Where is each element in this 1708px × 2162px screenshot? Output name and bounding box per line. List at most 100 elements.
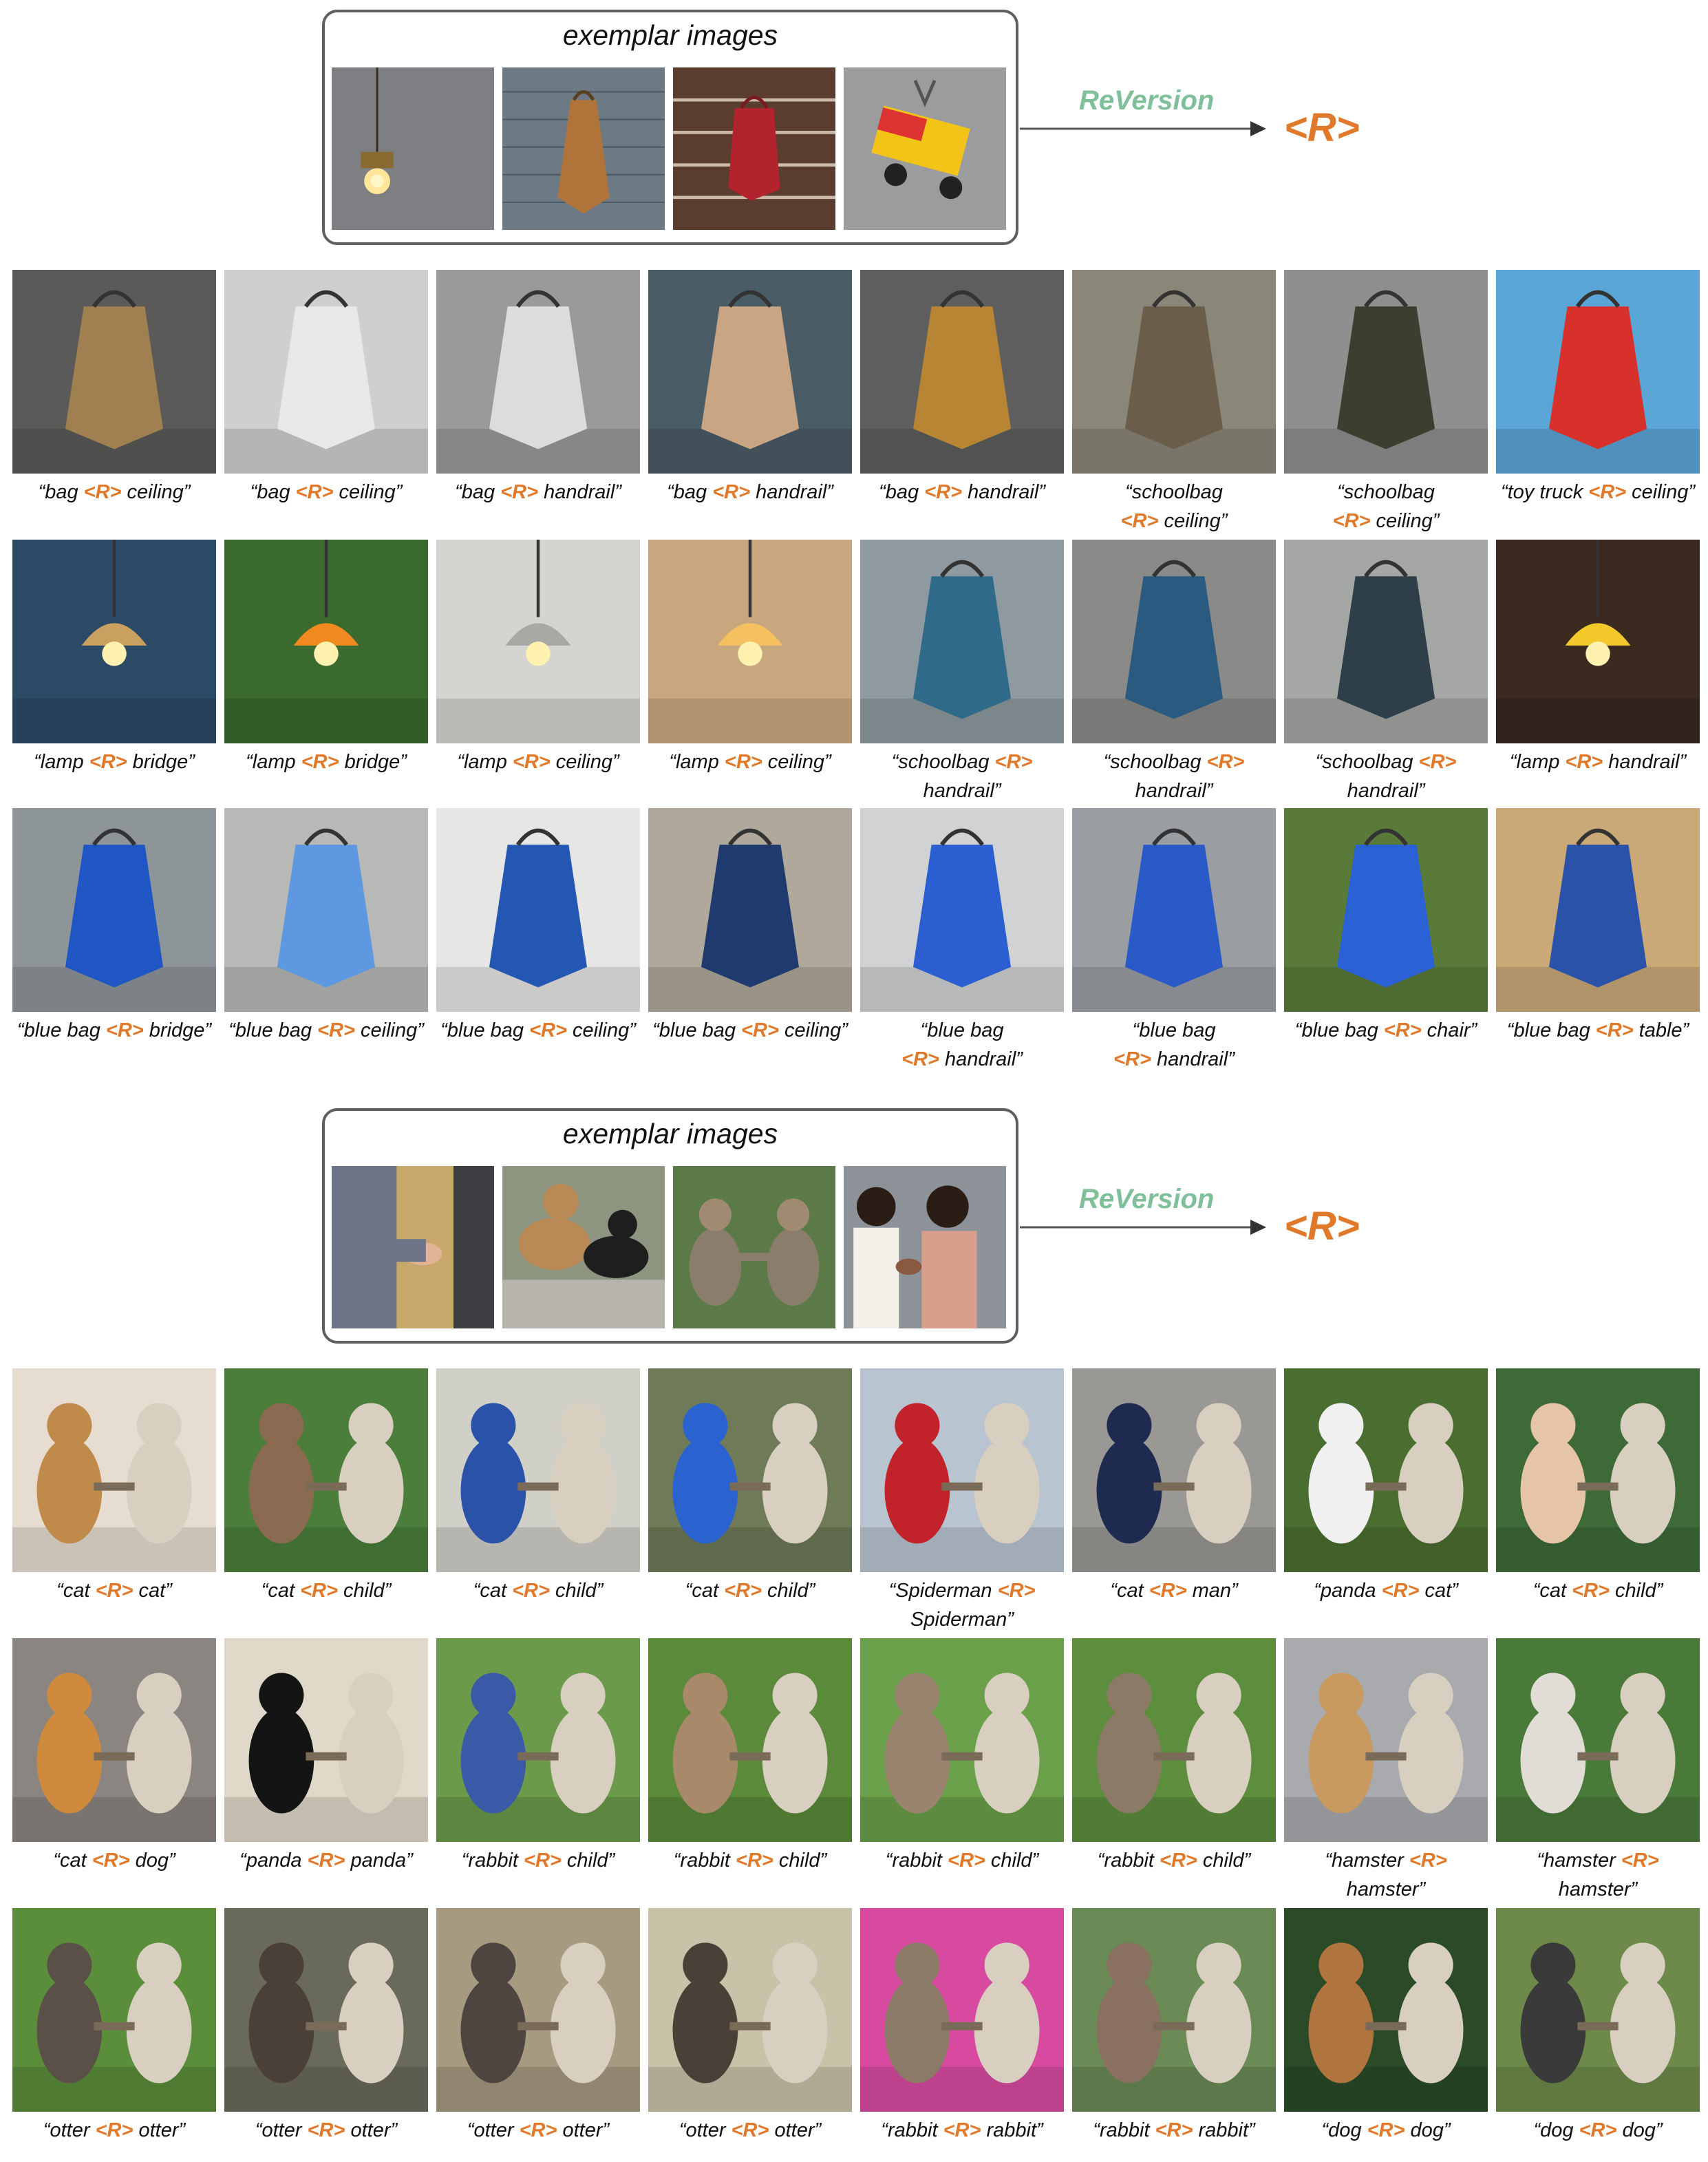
- result-cell: “hamster <R> hamster”: [1496, 1638, 1700, 1904]
- prompt-caption: “blue bag <R> handrail”: [1064, 1016, 1284, 1074]
- result-cell: “cat <R> child”: [648, 1368, 852, 1605]
- result-cell: “lamp <R> bridge”: [12, 540, 216, 776]
- relation-token: <R>: [1621, 1850, 1659, 1872]
- prompt-caption: “cat <R> child”: [216, 1576, 436, 1605]
- prompt-object: ceiling”: [778, 1019, 848, 1041]
- result-cell: “panda <R> panda”: [224, 1638, 428, 1875]
- prompt-object: child”: [985, 1850, 1039, 1872]
- result-cell: “rabbit <R> child”: [436, 1638, 640, 1875]
- relation-token: <R>: [95, 2119, 134, 2141]
- prompt-subject: “toy truck: [1500, 481, 1589, 503]
- prompt-caption: “blue bag <R> bridge”: [4, 1016, 224, 1045]
- prompt-caption: “toy truck <R> ceiling”: [1488, 478, 1708, 507]
- prompt-object: ceiling”: [1626, 481, 1696, 503]
- prompt-object: handrail”: [1135, 780, 1213, 802]
- result-cell: “rabbit <R> rabbit”: [860, 1908, 1064, 2145]
- generated-image: [436, 1638, 640, 1842]
- result-cell: “rabbit <R> child”: [1072, 1638, 1276, 1875]
- result-cell: “bag <R> ceiling”: [12, 270, 216, 507]
- prompt-subject: “cat: [1110, 1580, 1149, 1602]
- prompt-object: child”: [337, 1580, 392, 1602]
- prompt-caption: “bag <R> ceiling”: [216, 478, 436, 507]
- result-cell: “blue bag <R> ceiling”: [648, 808, 852, 1045]
- prompt-caption: “otter <R> otter”: [428, 2116, 648, 2145]
- relation-token: <R>: [994, 751, 1033, 773]
- relation-token: <R>: [307, 2119, 345, 2141]
- prompt-object: dog”: [1405, 2119, 1451, 2141]
- prompt-subject: “blue bag: [440, 1019, 530, 1041]
- prompt-subject: “otter: [43, 2119, 96, 2141]
- result-cell: “cat <R> child”: [1496, 1368, 1700, 1605]
- result-cell: “schoolbag <R> handrail”: [1284, 540, 1488, 805]
- relation-token: <R>: [736, 1850, 773, 1872]
- generated-image: [1496, 1908, 1700, 2112]
- relation-token: <R>: [500, 481, 539, 503]
- prompt-object: hamster”: [1558, 1878, 1638, 1900]
- prompt-subject: “hamster: [1325, 1850, 1409, 1872]
- result-cell: “blue bag <R> ceiling”: [436, 808, 640, 1045]
- prompt-subject: “otter: [679, 2119, 732, 2141]
- generated-image: [1496, 1368, 1700, 1572]
- prompt-object: handrail”: [1151, 1048, 1235, 1070]
- prompt-caption: “lamp <R> bridge”: [4, 748, 224, 776]
- relation-token: <R>: [1565, 751, 1603, 773]
- relation-token: <R>: [943, 2119, 981, 2141]
- prompt-caption: “blue bag <R> chair”: [1276, 1016, 1496, 1045]
- prompt-subject: “rabbit: [1097, 1850, 1160, 1872]
- prompt-subject: “blue bag: [1132, 1019, 1216, 1041]
- prompt-object: otter”: [345, 2119, 398, 2141]
- prompt-object: dog”: [129, 1850, 175, 1872]
- relation-token: <R>: [1155, 2119, 1193, 2141]
- prompt-object: cat”: [1419, 1580, 1458, 1602]
- prompt-caption: “otter <R> otter”: [640, 2116, 860, 2145]
- result-row: “blue bag <R> bridge” “blue bag <R> ceili…: [0, 808, 1708, 1077]
- prompt-object: otter”: [133, 2119, 186, 2141]
- generated-image: [648, 540, 852, 743]
- relation-token: <R>: [1284, 1204, 1360, 1249]
- prompt-object: ceiling”: [333, 481, 403, 503]
- prompt-object: handrail”: [1603, 751, 1687, 773]
- result-cell: “otter <R> otter”: [12, 1908, 216, 2145]
- prompt-object: table”: [1633, 1019, 1689, 1041]
- generated-image: [1496, 1638, 1700, 1842]
- prompt-subject: “dog: [1533, 2119, 1579, 2141]
- generated-image: [1284, 1908, 1488, 2112]
- prompt-object: hamster”: [1346, 1878, 1426, 1900]
- method-label: ReVersion: [1079, 85, 1215, 116]
- relation-token: <R>: [1579, 2119, 1617, 2141]
- prompt-subject: “schoolbag: [891, 751, 995, 773]
- prompt-object: ceiling”: [121, 481, 191, 503]
- generated-image: [224, 808, 428, 1012]
- result-cell: “cat <R> child”: [224, 1368, 428, 1605]
- prompt-subject: “blue bag: [17, 1019, 106, 1041]
- prompt-caption: “schoolbag <R> handrail”: [1276, 748, 1496, 805]
- prompt-subject: “cat: [685, 1580, 725, 1602]
- exemplar-image: [844, 67, 1006, 230]
- result-cell: “lamp <R> ceiling”: [436, 540, 640, 776]
- result-cell: “blue bag <R> ceiling”: [224, 808, 428, 1045]
- prompt-subject: “rabbit: [1093, 2119, 1155, 2141]
- generated-image: [1284, 1638, 1488, 1842]
- prompt-caption: “cat <R> child”: [640, 1576, 860, 1605]
- prompt-caption: “lamp <R> ceiling”: [428, 748, 648, 776]
- generated-image: [12, 1368, 216, 1572]
- result-cell: “schoolbag <R> ceiling”: [1284, 270, 1488, 536]
- result-cell: “cat <R> dog”: [12, 1638, 216, 1875]
- prompt-subject: “lamp: [669, 751, 725, 773]
- exemplar-image: [332, 67, 494, 230]
- prompt-caption: “schoolbag <R> ceiling”: [1276, 478, 1496, 536]
- prompt-caption: “otter <R> otter”: [216, 2116, 436, 2145]
- relation-token: <R>: [1284, 105, 1360, 150]
- generated-image: [1072, 270, 1276, 474]
- relation-token: <R>: [1588, 481, 1627, 503]
- prompt-subject: “rabbit: [885, 1850, 948, 1872]
- relation-token: <R>: [1206, 751, 1245, 773]
- prompt-subject: “bag: [250, 481, 296, 503]
- prompt-caption: “blue bag <R> handrail”: [852, 1016, 1072, 1074]
- exemplar-box: exemplar images: [322, 1108, 1018, 1344]
- prompt-object: rabbit”: [981, 2119, 1043, 2141]
- generated-image: [224, 270, 428, 474]
- prompt-subject: “blue bag: [228, 1019, 318, 1041]
- prompt-object: man”: [1186, 1580, 1238, 1602]
- relation-token: <R>: [724, 751, 762, 773]
